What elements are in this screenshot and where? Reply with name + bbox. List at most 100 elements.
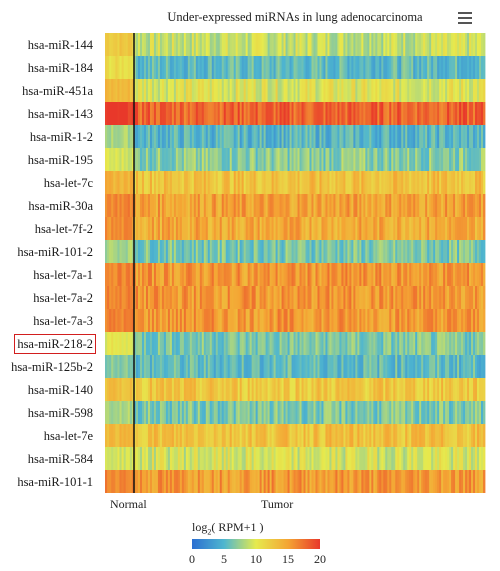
heatmap-cell-tumor (169, 102, 173, 125)
heatmap-cell-tumor (465, 56, 468, 79)
heatmap-cell-tumor (181, 125, 185, 148)
heatmap-cell-tumor (363, 79, 366, 102)
heatmap-cell-tumor (137, 79, 141, 102)
heatmap-cell-tumor (317, 194, 320, 217)
heatmap-cell-tumor (219, 355, 223, 378)
heatmap-cell-tumor (445, 447, 448, 470)
heatmap-cell-tumor (383, 217, 386, 240)
heatmap-cell-tumor (403, 194, 406, 217)
heatmap-cell-tumor (319, 102, 322, 125)
heatmap-cell-tumor (305, 424, 308, 447)
heatmap-cell-tumor (443, 33, 446, 56)
heatmap-cell-tumor (307, 33, 310, 56)
heatmap-cell-tumor (281, 125, 284, 148)
heatmap-cell-tumor (379, 286, 382, 309)
heatmap-cell-tumor (345, 148, 348, 171)
heatmap-cell-tumor (465, 194, 468, 217)
heatmap-cell-tumor (171, 171, 175, 194)
heatmap-cell-tumor (339, 79, 342, 102)
colorbar-tick-label: 5 (221, 552, 227, 566)
heatmap-cell-tumor (327, 332, 330, 355)
heatmap-cell-tumor (417, 148, 420, 171)
heatmap-cell-tumor (225, 102, 229, 125)
heatmap-cell-tumor (261, 171, 265, 194)
heatmap-cell-tumor (323, 148, 326, 171)
heatmap-cell-tumor (415, 424, 418, 447)
heatmap-cell-tumor (439, 102, 442, 125)
heatmap-cell-tumor (377, 56, 380, 79)
heatmap-cell-tumor (471, 378, 474, 401)
heatmap-cell-normal (121, 171, 125, 194)
heatmap-cell-tumor (339, 148, 342, 171)
heatmap-cell-tumor (185, 240, 189, 263)
heatmap-cell-tumor (333, 125, 336, 148)
heatmap-cell-tumor (341, 102, 344, 125)
heatmap-cell-tumor (279, 56, 282, 79)
heatmap-cell-tumor (139, 148, 143, 171)
heatmap-cell-tumor (161, 470, 165, 493)
heatmap-cell-tumor (321, 355, 324, 378)
heatmap-cell-normal (125, 171, 129, 194)
heatmap-cell-tumor (445, 355, 448, 378)
heatmap-cell-tumor (463, 424, 466, 447)
heatmap-cell-tumor (329, 286, 332, 309)
heatmap-cell-tumor (227, 401, 231, 424)
heatmap-cell-tumor (353, 263, 356, 286)
heatmap-cell-tumor (249, 194, 253, 217)
heatmap-cell-normal (107, 286, 110, 309)
heatmap-cell-tumor (335, 33, 338, 56)
heatmap-cell-tumor (165, 332, 169, 355)
heatmap-cell-tumor (443, 125, 446, 148)
heatmap-cell-tumor (441, 194, 444, 217)
heatmap-cell-tumor (217, 378, 221, 401)
heatmap-cell-tumor (329, 125, 332, 148)
heatmap-cell-tumor (191, 309, 195, 332)
heatmap-cell-tumor (359, 102, 362, 125)
heatmap-cell-tumor (411, 424, 414, 447)
heatmap-cell-tumor (469, 309, 472, 332)
heatmap-cell-tumor (395, 332, 398, 355)
heatmap-cell-tumor (134, 148, 137, 171)
heatmap-cell-tumor (145, 309, 149, 332)
heatmap-cell-tumor (443, 470, 446, 493)
heatmap-cell-tumor (153, 125, 157, 148)
heatmap-cell-tumor (195, 401, 199, 424)
heatmap-cell-tumor (449, 33, 452, 56)
heatmap-cell-tumor (375, 171, 378, 194)
heatmap-cell-tumor (353, 33, 356, 56)
heatmap-cell-tumor (343, 424, 346, 447)
heatmap-cell-tumor (203, 171, 207, 194)
heatmap-cell-tumor (427, 102, 430, 125)
hamburger-menu-icon[interactable] (458, 12, 472, 24)
heatmap-cell-tumor (245, 447, 249, 470)
heatmap-cell-tumor (419, 470, 422, 493)
heatmap-cell-tumor (177, 56, 181, 79)
heatmap-cell-tumor (189, 171, 193, 194)
heatmap-cell-tumor (463, 309, 466, 332)
heatmap-cell-tumor (271, 263, 275, 286)
heatmap-cell-tumor (215, 125, 219, 148)
heatmap-cell-tumor (443, 447, 446, 470)
heatmap-cell-tumor (355, 56, 358, 79)
heatmap-cell-tumor (187, 194, 191, 217)
heatmap-cell-tumor (477, 125, 480, 148)
heatmap-cell-tumor (479, 194, 482, 217)
heatmap-cell-tumor (275, 79, 278, 102)
heatmap-cell-tumor (265, 424, 269, 447)
heatmap-cell-tumor (173, 424, 177, 447)
heatmap-cell-tumor (185, 194, 189, 217)
heatmap-cell-tumor (229, 263, 233, 286)
heatmap-cell-normal (105, 217, 108, 240)
heatmap-cell-tumor (251, 171, 255, 194)
heatmap-cell-tumor (237, 79, 241, 102)
heatmap-cell-tumor (471, 332, 474, 355)
heatmap-cell-normal (105, 355, 108, 378)
heatmap-cell-tumor (421, 171, 424, 194)
heatmap-cell-tumor (173, 33, 177, 56)
heatmap-cell-tumor (261, 378, 265, 401)
heatmap-cell-tumor (229, 378, 233, 401)
heatmap-cell-tumor (475, 447, 478, 470)
heatmap-cell-tumor (227, 447, 231, 470)
heatmap-cell-tumor (343, 447, 346, 470)
heatmap-cell-tumor (147, 240, 151, 263)
